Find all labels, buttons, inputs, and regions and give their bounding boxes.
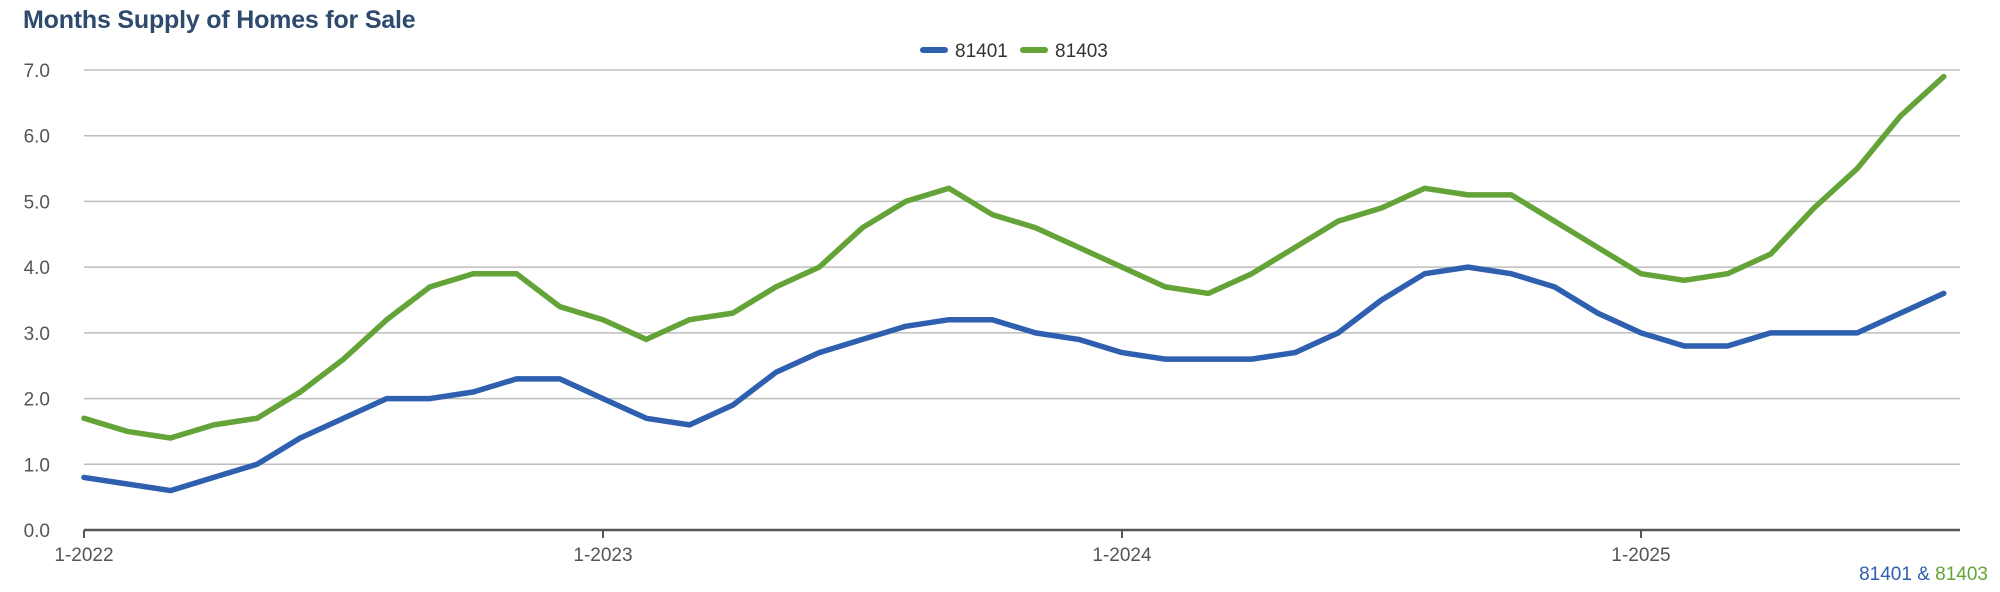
y-tick-label: 1.0 <box>24 455 50 476</box>
footer-series-note: 81401 & 81403 <box>1859 564 1988 586</box>
y-tick-label: 5.0 <box>24 192 50 213</box>
x-axis: 1-2022 1-2023 1-2024 1-2025 <box>54 528 1960 566</box>
footer-separator: & <box>1911 564 1936 585</box>
y-tick-label: 7.0 <box>24 61 50 82</box>
footer-series-81403: 81403 <box>1935 564 1988 585</box>
legend-label: 81401 <box>955 41 1008 62</box>
legend[interactable]: 81401 81403 <box>920 41 1108 62</box>
y-axis: 0.0 1.0 2.0 3.0 4.0 5.0 6.0 7.0 <box>24 61 50 542</box>
x-tick-label: 1-2022 <box>54 545 113 566</box>
y-tick-label: 0.0 <box>24 521 50 542</box>
series-line-81401 <box>81 264 1947 494</box>
x-tick-label: 1-2025 <box>1611 545 1670 566</box>
legend-item-81401[interactable]: 81401 <box>920 41 1008 62</box>
series-lines <box>81 73 1947 494</box>
gridlines <box>84 69 1960 466</box>
legend-item-81403[interactable]: 81403 <box>1020 41 1108 62</box>
x-tick-label: 1-2024 <box>1092 545 1152 566</box>
chart-title: Months Supply of Homes for Sale <box>23 6 416 34</box>
footer-series-81401: 81401 <box>1859 564 1912 585</box>
y-tick-label: 2.0 <box>24 390 50 411</box>
legend-label: 81403 <box>1055 41 1108 62</box>
y-tick-label: 6.0 <box>24 127 50 148</box>
series-line-81403 <box>81 73 1947 441</box>
y-tick-label: 3.0 <box>24 324 50 345</box>
x-tick-label: 1-2023 <box>573 545 632 566</box>
y-tick-label: 4.0 <box>24 258 50 279</box>
